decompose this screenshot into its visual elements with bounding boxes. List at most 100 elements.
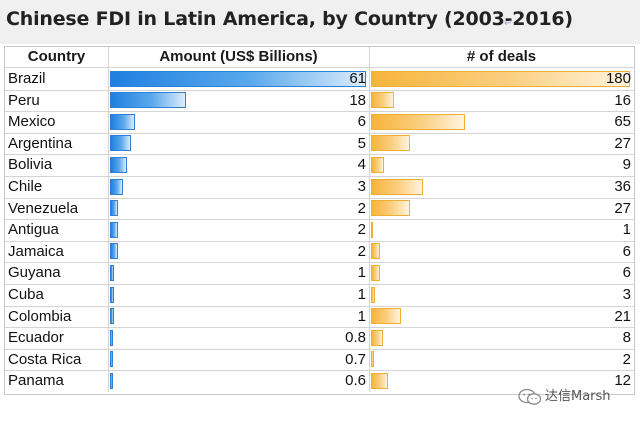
amount-value: 61: [349, 70, 366, 87]
deals-value: 12: [614, 372, 631, 389]
row-divider: [5, 219, 634, 220]
header-divider: [5, 67, 634, 68]
amount-value: 2: [357, 200, 366, 217]
paragraph-mark-icon: ↵: [504, 18, 513, 29]
row-divider: [5, 176, 634, 177]
deals-bar: [371, 92, 394, 108]
country-label: Antigua: [8, 221, 59, 238]
amount-bar: [110, 71, 366, 87]
deals-value: 21: [614, 308, 631, 325]
watermark-text: 达信Marsh: [545, 389, 611, 404]
country-label: Bolivia: [8, 156, 53, 173]
deals-bar: [371, 222, 373, 238]
deals-value: 2: [622, 351, 631, 368]
amount-bar: [110, 114, 136, 130]
deals-bar: [371, 200, 410, 216]
country-label: Venezuela: [8, 200, 79, 217]
data-table: [4, 46, 635, 395]
header-deals: # of deals: [466, 48, 537, 65]
deals-value: 9: [622, 156, 631, 173]
country-label: Mexico: [8, 113, 56, 130]
row-divider: [5, 262, 634, 263]
amount-bar: [110, 308, 115, 324]
amount-value: 2: [357, 243, 366, 260]
amount-value: 6: [357, 113, 366, 130]
deals-bar: [371, 114, 465, 130]
amount-value: 3: [357, 178, 366, 195]
amount-bar: [110, 222, 119, 238]
deals-value: 6: [622, 243, 631, 260]
row-divider: [5, 241, 634, 242]
deals-value: 27: [614, 135, 631, 152]
deals-bar: [371, 135, 410, 151]
amount-value: 1: [357, 308, 366, 325]
country-label: Brazil: [8, 70, 46, 87]
country-label: Jamaica: [8, 243, 64, 260]
amount-value: 0.8: [345, 329, 366, 346]
row-divider: [5, 90, 634, 91]
row-divider: [5, 111, 634, 112]
amount-bar: [110, 330, 114, 346]
amount-value: 0.7: [345, 351, 366, 368]
deals-value: 16: [614, 92, 631, 109]
deals-bar: [371, 308, 402, 324]
row-divider: [5, 198, 634, 199]
deals-value: 3: [622, 286, 631, 303]
amount-bar: [110, 179, 123, 195]
country-label: Panama: [8, 372, 64, 389]
amount-value: 0.6: [345, 372, 366, 389]
deals-value: 180: [605, 70, 631, 87]
row-divider: [5, 327, 634, 328]
country-label: Colombia: [8, 308, 72, 325]
row-divider: [5, 306, 634, 307]
wechat-icon: [518, 388, 542, 405]
country-label: Argentina: [8, 135, 73, 152]
title-band: [0, 0, 640, 44]
header-country: Country: [27, 48, 86, 65]
deals-value: 1: [622, 221, 631, 238]
amount-bar: [110, 243, 119, 259]
country-label: Cuba: [8, 286, 44, 303]
deals-value: 65: [614, 113, 631, 130]
country-label: Peru: [8, 92, 40, 109]
row-divider: [5, 284, 634, 285]
amount-value: 2: [357, 221, 366, 238]
deals-bar: [371, 351, 374, 367]
deals-bar: [371, 373, 389, 389]
row-divider: [5, 133, 634, 134]
deals-bar: [371, 179, 423, 195]
amount-value: 18: [349, 92, 366, 109]
deals-bar: [371, 330, 383, 346]
country-label: Chile: [8, 178, 43, 195]
country-label: Guyana: [8, 264, 61, 281]
row-divider: [5, 349, 634, 350]
chart-title: Chinese FDI in Latin America, by Country…: [6, 8, 573, 30]
deals-value: 36: [614, 178, 631, 195]
header-amount: Amount (US$ Billions): [159, 48, 318, 65]
deals-bar: [371, 243, 380, 259]
deals-value: 6: [622, 264, 631, 281]
deals-value: 8: [622, 329, 631, 346]
row-divider: [5, 370, 634, 371]
amount-value: 5: [357, 135, 366, 152]
deals-bar: [371, 157, 384, 173]
amount-value: 1: [357, 264, 366, 281]
deals-bar: [371, 287, 376, 303]
amount-bar: [110, 287, 115, 303]
country-label: Ecuador: [8, 329, 64, 346]
amount-value: 1: [357, 286, 366, 303]
amount-bar: [110, 351, 113, 367]
country-label: Costa Rica: [8, 351, 82, 368]
amount-bar: [110, 373, 113, 389]
amount-bar: [110, 200, 119, 216]
deals-value: 27: [614, 200, 631, 217]
amount-bar: [110, 92, 186, 108]
row-divider: [5, 154, 634, 155]
amount-bar: [110, 265, 115, 281]
deals-bar: [371, 71, 630, 87]
amount-bar: [110, 157, 127, 173]
amount-bar: [110, 135, 131, 151]
amount-value: 4: [357, 156, 366, 173]
deals-bar: [371, 265, 380, 281]
